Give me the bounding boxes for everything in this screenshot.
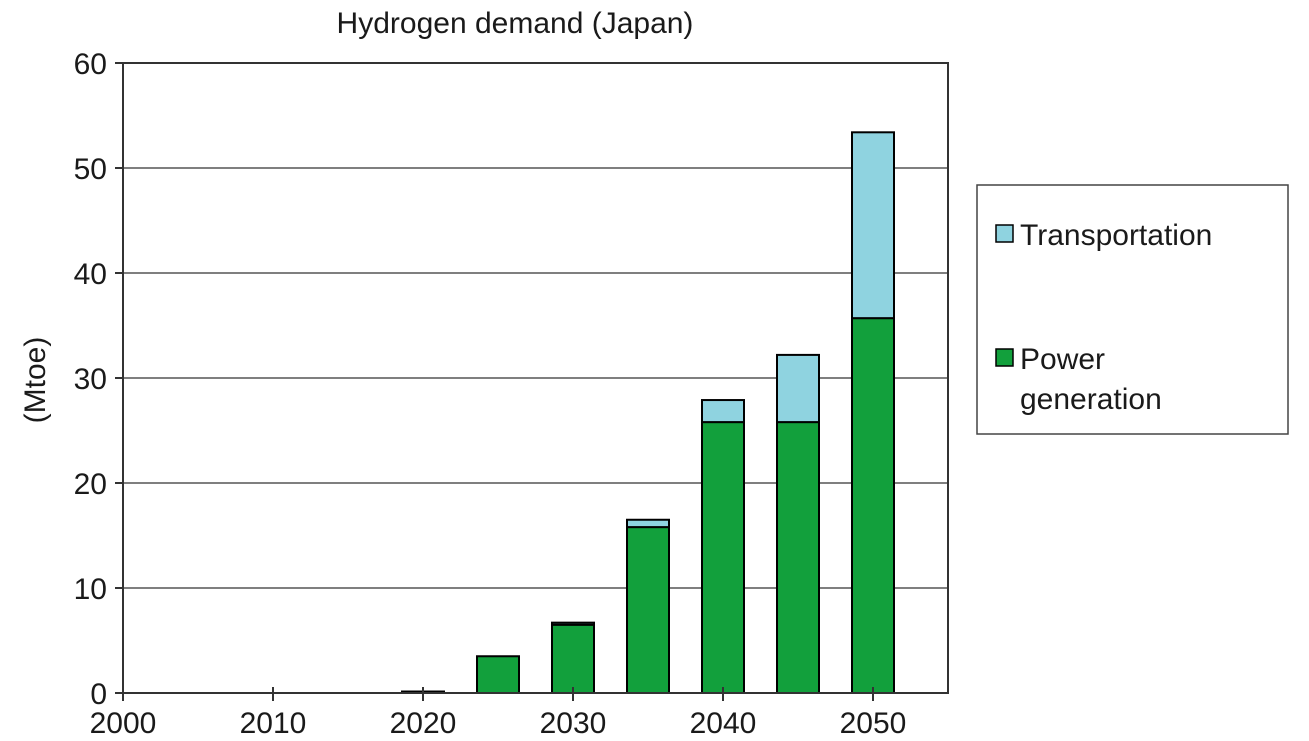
y-tick-label: 50	[74, 153, 107, 186]
y-tick-label: 0	[90, 678, 107, 711]
legend: Transportation Power generation	[976, 184, 1289, 435]
legend-swatch-power-generation	[995, 348, 1014, 367]
x-tick-label: 2030	[540, 707, 607, 740]
chart-title: Hydrogen demand (Japan)	[337, 7, 694, 40]
x-tick-label: 2050	[840, 707, 907, 740]
y-axis-label: (Mtoe)	[19, 337, 52, 424]
y-tick-label: 20	[74, 468, 107, 501]
x-tick-label: 2010	[240, 707, 307, 740]
grid-lines	[123, 167, 948, 589]
bar-power-generation	[626, 526, 670, 694]
legend-swatch-transportation	[995, 224, 1014, 243]
bar-power-generation	[476, 655, 520, 694]
bar-power-generation	[776, 421, 820, 694]
bar-power-generation	[551, 623, 595, 694]
bars	[401, 131, 895, 694]
y-tick-label: 10	[74, 573, 107, 606]
y-tick-label: 30	[74, 363, 107, 396]
bar-transportation	[776, 353, 820, 424]
x-tick-label: 2000	[90, 707, 157, 740]
bar-transportation	[626, 518, 670, 529]
bar-transportation	[701, 399, 745, 424]
y-tick-label: 40	[74, 258, 107, 291]
legend-label-transportation: Transportation	[1020, 219, 1212, 252]
legend-box	[976, 184, 1289, 435]
bar-power-generation	[851, 317, 895, 694]
y-axis-ticks: 0 10 20 30 40 50 60	[74, 48, 123, 711]
bar-transportation	[851, 131, 895, 320]
bar-power-generation	[701, 421, 745, 694]
x-tick-label: 2020	[390, 707, 457, 740]
y-tick-label: 60	[74, 48, 107, 81]
bar-transportation	[551, 621, 595, 626]
x-axis-ticks: 2000 2010 2020 2030 2040 2050	[90, 687, 907, 740]
legend-label-power-generation: Power generation	[1020, 343, 1162, 416]
x-tick-label: 2040	[690, 707, 757, 740]
